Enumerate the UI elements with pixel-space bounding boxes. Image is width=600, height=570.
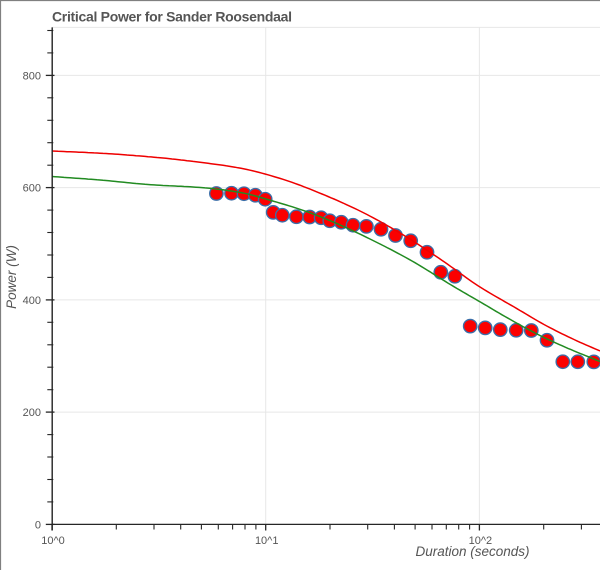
svg-text:400: 400: [23, 295, 41, 307]
svg-text:10^2: 10^2: [469, 535, 493, 547]
svg-text:Duration (seconds): Duration (seconds): [415, 544, 529, 559]
svg-text:10^1: 10^1: [255, 535, 279, 547]
svg-text:800: 800: [23, 70, 41, 82]
svg-text:600: 600: [23, 183, 41, 195]
svg-text:Critical Power for Sander Roos: Critical Power for Sander Roosendaal: [52, 9, 292, 25]
svg-text:0: 0: [35, 519, 41, 531]
svg-text:200: 200: [23, 407, 41, 419]
svg-text:10^0: 10^0: [41, 535, 65, 547]
svg-text:Power (W): Power (W): [4, 245, 19, 309]
